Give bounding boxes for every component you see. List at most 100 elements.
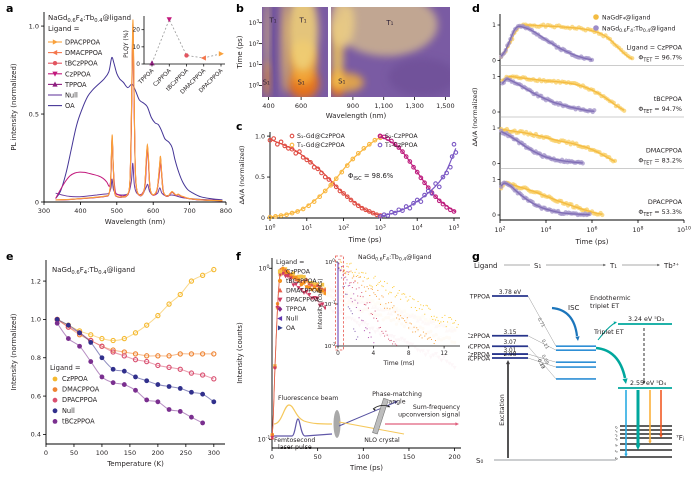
data-point <box>155 362 161 369</box>
data-point <box>408 327 410 329</box>
tick-label: 10-1 <box>258 435 271 443</box>
data-point <box>344 163 350 168</box>
data-point <box>199 372 206 378</box>
state-label: T₁ <box>269 17 277 25</box>
data-point <box>440 321 442 323</box>
tick-label: 105 <box>448 224 459 232</box>
data-point <box>188 351 195 357</box>
legend-heading: Ligand = <box>276 259 304 266</box>
data-point <box>393 286 395 288</box>
legend-label: NaGd0.6F4:Tb0.4@ligand <box>602 25 676 35</box>
tick-label: 103 <box>249 19 260 27</box>
data-point <box>402 293 404 295</box>
data-point <box>291 275 296 279</box>
data-point <box>343 285 345 287</box>
data-point <box>350 297 352 299</box>
x-tick-label: 700 <box>183 207 195 215</box>
delta-est-label: 0.11 <box>540 339 550 351</box>
data-point <box>297 149 302 155</box>
data-point <box>424 335 426 337</box>
data-point <box>52 408 58 414</box>
data-point <box>347 271 349 273</box>
tick-label: 103 <box>375 224 386 232</box>
fit-T₁-Gd@CzPPOA <box>269 136 383 218</box>
data-point <box>354 271 356 273</box>
tick-label: 101 <box>249 60 260 68</box>
data-point <box>342 286 344 288</box>
data-point <box>278 272 283 277</box>
data-point <box>359 205 365 211</box>
fluor-path <box>338 421 405 435</box>
panel-a-chart: 300 400 500 600 700 800 0 0.5 1.0 Wavelength (nm)… <box>10 12 232 226</box>
lens-icon <box>333 410 341 438</box>
data-point <box>384 335 386 337</box>
data-point <box>133 387 138 393</box>
data-point <box>132 330 139 336</box>
arrowhead-icon <box>622 378 628 384</box>
data-point <box>363 286 365 288</box>
data-point <box>341 261 343 263</box>
endothermic-et-arrow <box>597 322 616 341</box>
data-point <box>396 317 398 319</box>
data-point <box>401 293 403 295</box>
data-point <box>418 335 420 337</box>
data-point <box>384 281 386 283</box>
data-point <box>317 285 322 290</box>
data-point <box>377 142 383 148</box>
data-point <box>88 340 94 345</box>
data-point <box>65 322 71 328</box>
y-tick-label: 1.2 <box>31 277 41 285</box>
data-point <box>408 299 410 301</box>
data-point <box>353 328 355 330</box>
data-point <box>323 291 327 295</box>
legend-label: CzPPOA <box>62 375 88 383</box>
legend-label: S₁-Gd@CzPPOA <box>297 132 346 140</box>
data-point <box>339 269 341 271</box>
arrowhead-icon <box>635 445 641 450</box>
data-point <box>375 317 377 319</box>
y-tick-label: 0 <box>492 109 496 116</box>
data-point <box>342 271 344 273</box>
delta-est-label: 0.71 <box>536 317 546 329</box>
data-point <box>338 268 340 270</box>
data-point <box>349 284 351 286</box>
data-point <box>422 180 427 186</box>
data-point <box>402 318 404 320</box>
ligand-name-label: DPACPPOA <box>468 355 491 362</box>
data-point <box>396 344 398 346</box>
ligand-name-label: DMACPPOA <box>468 344 491 351</box>
data-point <box>200 391 206 397</box>
sum-frequency-label: Sum-frequency <box>413 404 460 411</box>
data-point <box>367 337 369 339</box>
panel-label-g: g <box>472 250 480 263</box>
data-point <box>369 302 371 304</box>
arrowhead-icon <box>387 405 390 408</box>
data-point <box>428 307 430 309</box>
x-tick-label: 1,300 <box>405 102 424 110</box>
data-point <box>429 336 431 338</box>
data-point <box>406 300 408 302</box>
s1-t1-connector <box>527 335 557 351</box>
data-point <box>307 281 312 286</box>
data-point <box>177 409 183 414</box>
data-point <box>347 266 349 268</box>
data-point <box>400 208 405 213</box>
data-point <box>293 150 299 156</box>
data-point <box>144 378 150 384</box>
data-point <box>296 286 301 291</box>
data-point <box>449 154 455 159</box>
data-point <box>299 274 304 278</box>
legend-label: tBCzPPOA <box>65 60 98 68</box>
data-point <box>277 325 283 331</box>
data-point <box>418 308 420 310</box>
data-point <box>307 285 311 290</box>
data-point <box>396 145 402 150</box>
data-point <box>359 295 361 297</box>
data-point <box>184 53 189 58</box>
heatmap-blob <box>280 7 291 94</box>
data-point <box>346 271 348 273</box>
y-tick-label: 0.5 <box>255 174 265 181</box>
data-point <box>275 141 280 147</box>
data-point <box>302 280 306 285</box>
